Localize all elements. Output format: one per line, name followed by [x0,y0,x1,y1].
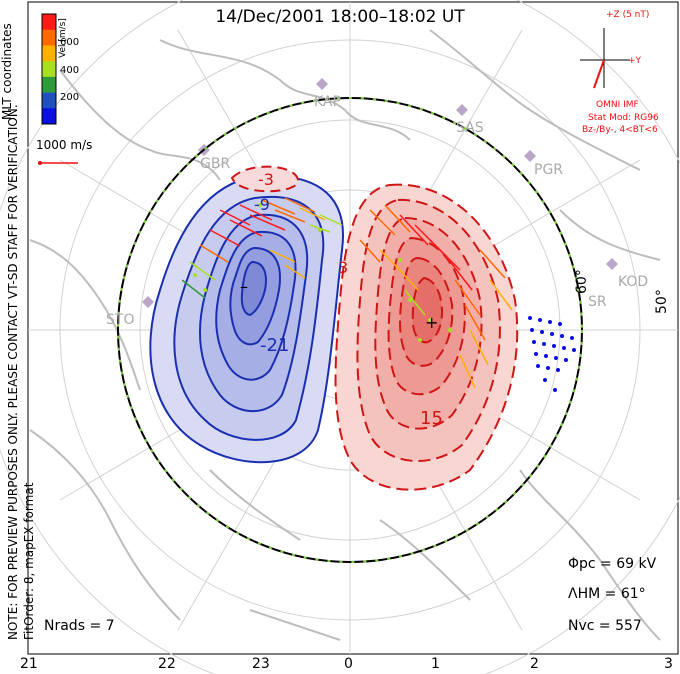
site-sto: STO [106,312,135,328]
colorbar-band [42,45,56,62]
imf-bz-label: +Z (5 nT) [606,10,650,20]
mlt-tick-2: 2 [530,656,539,672]
map-title: 14/Dec/2001 18:00–18:02 UT [215,7,465,27]
radar-site-markers [142,78,618,308]
mlt-tick-0: 0 [344,656,353,672]
imf-source: OMNI IMF [596,100,639,110]
radar-count: Nrads = 7 [44,618,115,634]
colorbar-band [42,14,56,31]
site-sr: SR [588,294,607,310]
fit-order-label: FitOrder: 8, mapEX format [22,482,36,640]
hm-boundary-latitude: ΛHM = 61° [568,586,646,602]
mlt-tick-1: 1 [431,656,440,672]
coastlines [29,29,661,641]
site-pgr: PGR [534,162,564,178]
imf-by-label: +Y [628,56,642,66]
colorbar-tick-400: 400 [60,65,80,76]
imf-dial [580,28,630,88]
imf-condition: Bz-/By-, 4<BT<6 [582,125,658,135]
negative-potential-cell [149,175,345,464]
site-kap: KAP [314,94,341,110]
colorbar-band [42,61,56,78]
colorbar-outline [41,13,57,125]
site-gbr: GBR [200,156,231,172]
site-kod: KOD [618,274,649,290]
preview-note: NOTE: FOR PREVIEW PURPOSES ONLY. PLEASE … [6,104,20,640]
imf-vector [593,59,605,89]
colorbar-band [42,76,56,94]
latitude-label-50: 50° [654,289,670,314]
map-frame [27,1,679,655]
polar-cap-potential: Φpc = 69 kV [568,556,657,572]
reference-vector-origin [38,161,42,165]
colorbar-tick-200: 200 [60,92,80,103]
colorbar-band [42,108,56,125]
contour-label-15: 15 [420,408,443,429]
contour-label-minus-21: -21 [260,335,290,356]
contour-label-minus-3: -3 [258,170,274,189]
colorbar-tick-600: 600 [60,37,80,48]
mlt-tick-23: 23 [252,656,270,672]
vector-count: Nvc = 557 [568,618,642,634]
colorbar-band [42,29,56,46]
hm-boundary-dash [117,97,583,563]
colorbar-band [42,92,56,109]
low-velocity-points [528,316,576,392]
contour-minus-3-small [230,165,299,193]
velocity-vectors-dusk [181,197,343,299]
mlt-tick-22: 22 [158,656,176,672]
dawn-cell-center-marker: + [425,313,438,332]
reference-vector-label: 1000 m/s [36,138,93,152]
dusk-cell-center-marker: – [240,277,248,296]
site-sas: SAS [456,120,484,136]
mlt-tick-21: 21 [20,656,38,672]
velocity-vectors-dawn [359,204,513,389]
latitude-label-60: 60° [574,269,590,294]
positive-potential-cell [334,183,519,491]
mlt-tick-3: 3 [664,656,673,672]
imf-model: Stat Mod: RG96 [588,113,659,123]
velocity-colorbar [41,13,57,125]
contour-label-3: 3 [338,258,349,277]
contour-label-minus-9: -9 [254,195,270,214]
moderate-velocity-points [193,203,452,342]
